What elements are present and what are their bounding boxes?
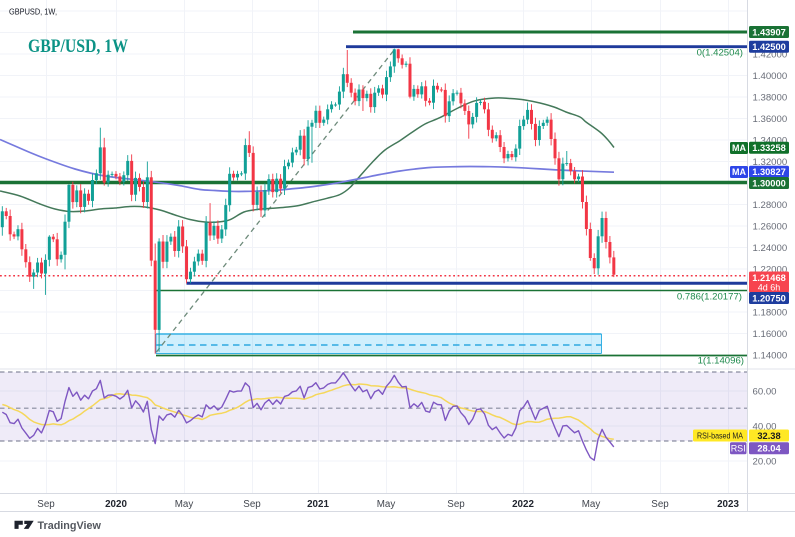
svg-text:0(1.42504): 0(1.42504): [697, 48, 743, 59]
svg-text:1.34000: 1.34000: [753, 135, 788, 146]
svg-text:28.04: 28.04: [757, 444, 781, 454]
svg-text:60.00: 60.00: [753, 386, 777, 397]
svg-text:May: May: [175, 499, 194, 510]
svg-text:32.38: 32.38: [757, 431, 780, 441]
svg-text:1.32000: 1.32000: [753, 157, 788, 168]
svg-text:RSI-based MA: RSI-based MA: [697, 431, 743, 441]
svg-text:Sep: Sep: [651, 499, 669, 510]
svg-text:1.30000: 1.30000: [752, 178, 786, 188]
svg-text:2022: 2022: [512, 499, 534, 510]
svg-text:20.00: 20.00: [753, 456, 777, 467]
svg-text:May: May: [377, 499, 396, 510]
svg-text:4d 6h: 4d 6h: [758, 283, 781, 293]
svg-text:1.30827: 1.30827: [752, 167, 786, 177]
svg-text:1.38000: 1.38000: [753, 92, 788, 103]
svg-text:1.21468: 1.21468: [752, 273, 786, 283]
svg-text:MA: MA: [732, 143, 746, 153]
svg-text:2021: 2021: [307, 499, 329, 510]
svg-text:0.786(1.20177): 0.786(1.20177): [677, 292, 742, 303]
svg-text:1.26000: 1.26000: [753, 221, 788, 232]
svg-text:1.16000: 1.16000: [753, 329, 788, 340]
svg-text:1.20750: 1.20750: [752, 293, 786, 303]
svg-text:1.33258: 1.33258: [752, 143, 786, 153]
svg-text:RSI: RSI: [731, 443, 746, 453]
svg-text:40.00: 40.00: [753, 421, 777, 432]
svg-text:MA: MA: [732, 167, 746, 177]
svg-text:May: May: [582, 499, 601, 510]
svg-text:2020: 2020: [105, 499, 127, 510]
svg-text:1(1.14096): 1(1.14096): [698, 356, 744, 367]
svg-text:1.14000: 1.14000: [753, 350, 788, 361]
svg-text:Sep: Sep: [447, 499, 465, 510]
svg-text:GBPUSD, 1W,: GBPUSD, 1W,: [9, 8, 57, 17]
svg-text:TradingView: TradingView: [38, 520, 102, 532]
svg-text:1.28000: 1.28000: [753, 200, 788, 211]
svg-text:Sep: Sep: [243, 499, 261, 510]
svg-text:1.43907: 1.43907: [752, 27, 786, 37]
svg-text:1.40000: 1.40000: [753, 71, 788, 82]
svg-text:2023: 2023: [717, 499, 739, 510]
svg-text:GBP/USD, 1W: GBP/USD, 1W: [28, 36, 128, 57]
svg-text:1.42500: 1.42500: [752, 42, 786, 52]
svg-text:Sep: Sep: [37, 499, 55, 510]
svg-text:1.36000: 1.36000: [753, 114, 788, 125]
svg-text:1.22000: 1.22000: [753, 264, 788, 275]
svg-text:1.24000: 1.24000: [753, 243, 788, 254]
svg-text:1.42000: 1.42000: [753, 49, 788, 60]
svg-text:1.18000: 1.18000: [753, 307, 788, 318]
